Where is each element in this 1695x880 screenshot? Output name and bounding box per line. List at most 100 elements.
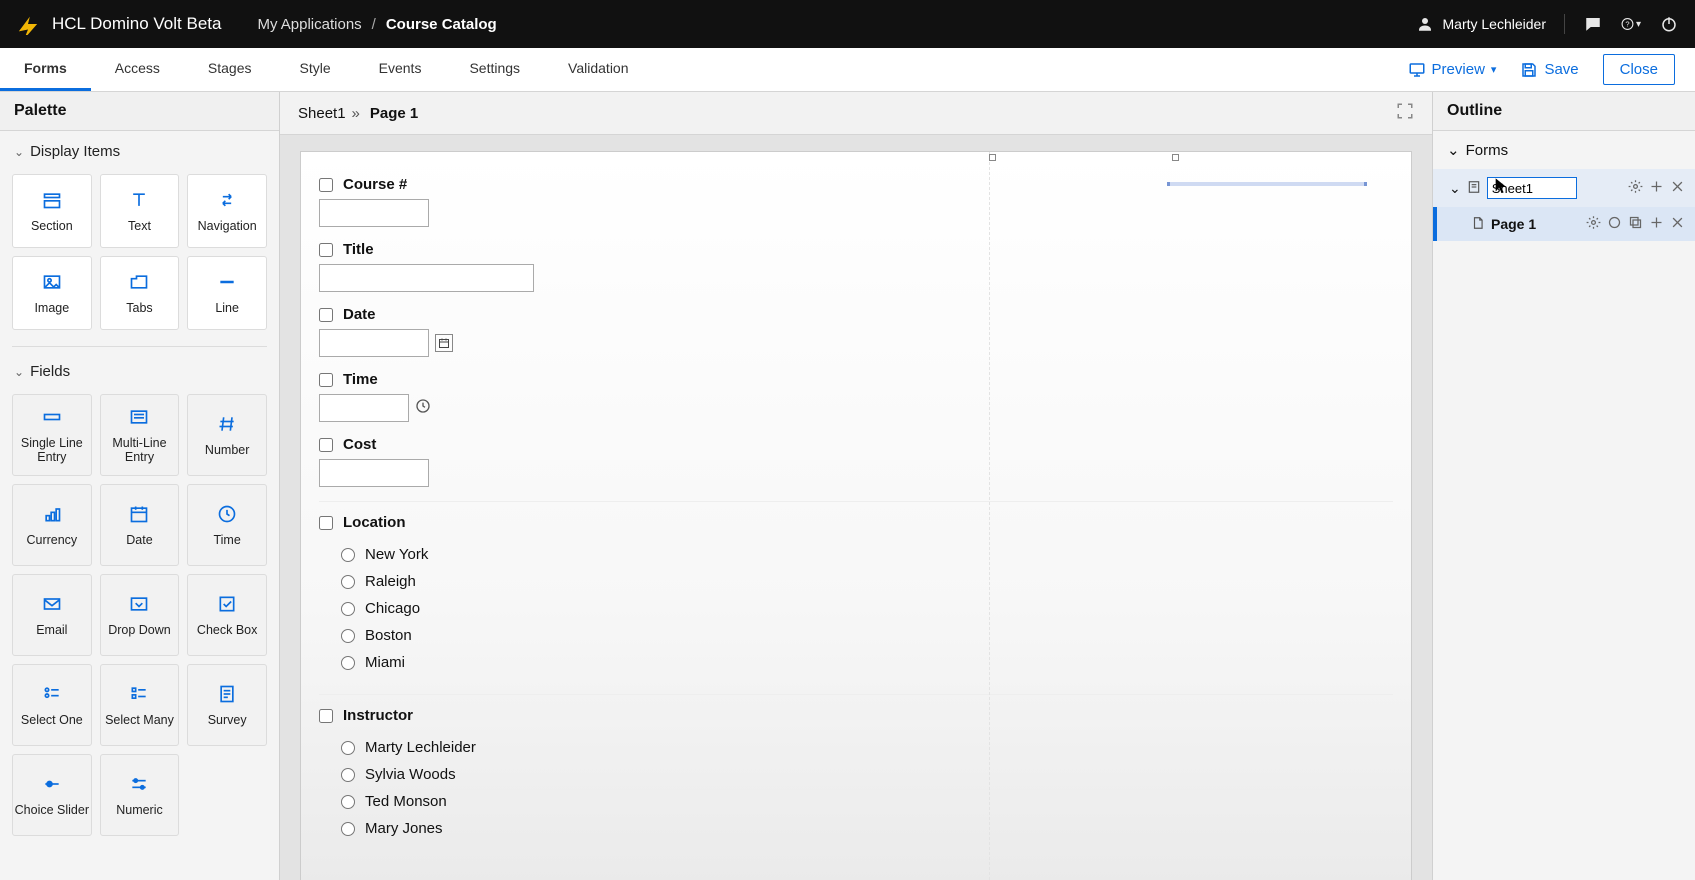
close-button[interactable]: Close	[1603, 54, 1675, 85]
radio-option[interactable]: Raleigh	[341, 568, 1393, 595]
palette-item-line[interactable]: Line	[187, 256, 267, 330]
field-selector-checkbox[interactable]	[319, 438, 333, 452]
radio-input[interactable]	[341, 629, 355, 643]
radio-input[interactable]	[341, 602, 355, 616]
palette-item-check-box[interactable]: Check Box	[187, 574, 267, 656]
tab-settings[interactable]: Settings	[445, 48, 544, 91]
palette-section-display[interactable]: ⌄ Display Items	[0, 131, 279, 168]
tab-stages[interactable]: Stages	[184, 48, 276, 91]
user-menu[interactable]: Marty Lechleider	[1415, 14, 1566, 34]
clock-icon[interactable]	[415, 398, 431, 419]
radio-option[interactable]: Marty Lechleider	[341, 734, 1393, 761]
form-page[interactable]: Course # Title Date	[300, 151, 1412, 880]
palette-item-single-line-entry[interactable]: Single Line Entry	[12, 394, 92, 476]
outline-item-sheet[interactable]: ⌄	[1433, 169, 1695, 207]
breadcrumb: My Applications / Course Catalog	[257, 16, 496, 33]
circle-icon[interactable]	[1607, 215, 1622, 233]
radio-option[interactable]: Sylvia Woods	[341, 761, 1393, 788]
outline-forms-section[interactable]: ⌄ Forms	[1433, 131, 1695, 169]
palette-item-multi-line-entry[interactable]: Multi-Line Entry	[100, 394, 180, 476]
palette-item-image[interactable]: Image	[12, 256, 92, 330]
radio-input[interactable]	[341, 795, 355, 809]
field-selector-checkbox[interactable]	[319, 308, 333, 322]
radio-option[interactable]: Miami	[341, 649, 1393, 676]
palette-item-date[interactable]: Date	[100, 484, 180, 566]
palette-item-label: Date	[126, 533, 152, 547]
chat-icon[interactable]	[1583, 14, 1603, 34]
palette-item-currency[interactable]: Currency	[12, 484, 92, 566]
save-button[interactable]: Save	[1520, 61, 1578, 79]
form-icon	[1467, 180, 1481, 197]
palette-item-numeric[interactable]: Numeric	[100, 754, 180, 836]
palette-item-time[interactable]: Time	[187, 484, 267, 566]
radio-input[interactable]	[341, 575, 355, 589]
palette-item-email[interactable]: Email	[12, 574, 92, 656]
radio-option[interactable]: Ted Monson	[341, 788, 1393, 815]
logo-icon	[16, 12, 40, 36]
tab-style[interactable]: Style	[276, 48, 355, 91]
gear-icon[interactable]	[1628, 179, 1643, 197]
palette-item-survey[interactable]: Survey	[187, 664, 267, 746]
top-bar: HCL Domino Volt Beta My Applications / C…	[0, 0, 1695, 48]
tab-access[interactable]: Access	[91, 48, 184, 91]
cost-input[interactable]	[319, 459, 429, 487]
breadcrumb-root[interactable]: My Applications	[257, 16, 361, 33]
text-icon	[129, 190, 149, 213]
radio-option[interactable]: Boston	[341, 622, 1393, 649]
palette-item-drop-down[interactable]: Drop Down	[100, 574, 180, 656]
radio-input[interactable]	[341, 768, 355, 782]
power-icon[interactable]	[1659, 14, 1679, 34]
palette-item-navigation[interactable]: Navigation	[187, 174, 267, 248]
close-icon[interactable]	[1670, 179, 1685, 197]
tab-events[interactable]: Events	[355, 48, 446, 91]
field-selector-checkbox[interactable]	[319, 243, 333, 257]
radio-input[interactable]	[341, 548, 355, 562]
radio-input[interactable]	[341, 822, 355, 836]
outline-item-page[interactable]: Page 1	[1433, 207, 1695, 241]
title-input[interactable]	[319, 264, 534, 292]
user-name: Marty Lechleider	[1443, 16, 1547, 32]
plus-icon[interactable]	[1649, 179, 1664, 197]
close-icon[interactable]	[1670, 215, 1685, 233]
field-selector-checkbox[interactable]	[319, 373, 333, 387]
radio-input[interactable]	[341, 656, 355, 670]
radio-label: Miami	[365, 654, 405, 671]
tab-validation[interactable]: Validation	[544, 48, 652, 91]
selection-handle[interactable]	[1167, 182, 1367, 186]
calendar-icon[interactable]	[435, 334, 453, 352]
radio-input[interactable]	[341, 741, 355, 755]
palette-item-tabs[interactable]: Tabs	[100, 256, 180, 330]
gear-icon[interactable]	[1586, 215, 1601, 233]
help-icon[interactable]: ? ▾	[1621, 14, 1641, 34]
palette-item-number[interactable]: Number	[187, 394, 267, 476]
radio-option[interactable]: New York	[341, 541, 1393, 568]
course-input[interactable]	[319, 199, 429, 227]
palette-section-fields[interactable]: ⌄ Fields	[0, 351, 279, 388]
field-cost[interactable]: Cost	[319, 436, 1393, 487]
field-selector-checkbox[interactable]	[319, 516, 333, 530]
palette-item-section[interactable]: Section	[12, 174, 92, 248]
field-selector-checkbox[interactable]	[319, 709, 333, 723]
radio-option[interactable]: Mary Jones	[341, 815, 1393, 842]
radio-option[interactable]: Chicago	[341, 595, 1393, 622]
time-input[interactable]	[319, 394, 409, 422]
date-input[interactable]	[319, 329, 429, 357]
field-instructor[interactable]: Instructor Marty LechleiderSylvia WoodsT…	[319, 694, 1393, 846]
preview-button[interactable]: Preview ▾	[1408, 61, 1497, 79]
sheet-name-input[interactable]	[1487, 177, 1577, 199]
field-selector-checkbox[interactable]	[319, 178, 333, 192]
canvas-crumb-page[interactable]: Page 1	[370, 105, 418, 122]
canvas-crumb-sheet[interactable]: Sheet1	[298, 105, 346, 122]
field-location[interactable]: Location New YorkRaleighChicagoBostonMia…	[319, 501, 1393, 680]
palette-item-text[interactable]: Text	[100, 174, 180, 248]
palette-item-choice-slider[interactable]: Choice Slider	[12, 754, 92, 836]
palette-item-select-one[interactable]: Select One	[12, 664, 92, 746]
resize-icon[interactable]	[1396, 102, 1414, 124]
copy-icon[interactable]	[1628, 215, 1643, 233]
plus-icon[interactable]	[1649, 215, 1664, 233]
tab-forms[interactable]: Forms	[0, 48, 91, 91]
field-title[interactable]: Title	[319, 241, 1393, 292]
palette-item-select-many[interactable]: Select Many	[100, 664, 180, 746]
field-date[interactable]: Date	[319, 306, 1393, 357]
field-time[interactable]: Time	[319, 371, 1393, 422]
